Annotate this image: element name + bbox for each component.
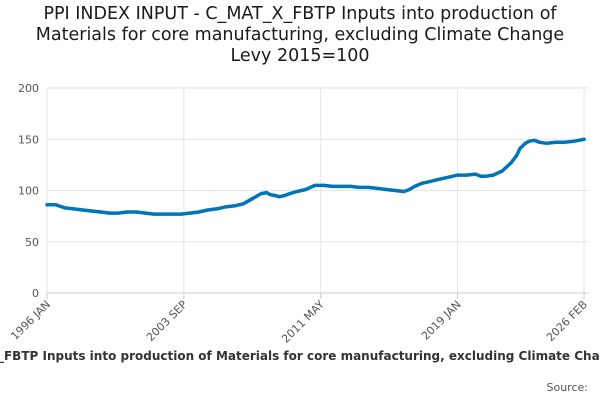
data-point[interactable] <box>339 184 344 188</box>
data-point[interactable] <box>125 210 129 214</box>
data-point[interactable] <box>509 161 513 165</box>
chart-title: PPI INDEX INPUT - C_MAT_X_FBTP Inputs in… <box>0 4 600 67</box>
data-point[interactable] <box>45 203 49 207</box>
data-point[interactable] <box>259 192 263 196</box>
data-point[interactable] <box>265 191 269 195</box>
data-point[interactable] <box>273 194 278 198</box>
data-point[interactable] <box>197 210 201 214</box>
data-point[interactable] <box>206 208 210 212</box>
data-point[interactable] <box>179 212 183 216</box>
x-tick-label: 2003 SEP <box>144 298 190 344</box>
chart-title-line-1: PPI INDEX INPUT - C_MAT_X_FBTP Inputs in… <box>43 4 557 24</box>
data-point[interactable] <box>554 140 558 144</box>
data-point[interactable] <box>447 175 451 179</box>
y-tick-label: 0 <box>32 287 39 300</box>
gridlines <box>46 87 588 293</box>
data-point[interactable] <box>63 206 67 210</box>
x-tick-label: 2011 MAY <box>279 298 327 346</box>
x-tick-label: 1996 JAN <box>8 298 53 343</box>
data-point[interactable] <box>152 212 156 216</box>
data-point[interactable] <box>545 141 549 145</box>
data-point[interactable] <box>268 193 272 197</box>
data-point[interactable] <box>532 138 536 142</box>
data-point[interactable] <box>313 183 317 187</box>
source-label: Source: <box>546 381 589 394</box>
data-point[interactable] <box>54 203 58 207</box>
data-point[interactable] <box>107 211 112 215</box>
data-point[interactable] <box>479 174 483 178</box>
y-tick-label: 100 <box>18 185 39 198</box>
data-point[interactable] <box>134 210 138 214</box>
data-point[interactable] <box>473 172 477 176</box>
y-tick-label: 50 <box>25 236 39 249</box>
legend-label[interactable]: C_MAT_X_FBTP Inputs into production of M… <box>0 349 600 363</box>
data-point[interactable] <box>514 154 519 158</box>
data-point[interactable] <box>161 212 165 216</box>
data-point[interactable] <box>518 146 522 151</box>
data-point[interactable] <box>413 184 417 188</box>
data-point[interactable] <box>277 195 281 199</box>
data-point[interactable] <box>438 177 442 181</box>
data-point[interactable] <box>456 173 460 177</box>
data-point[interactable] <box>527 139 531 143</box>
source-note: Source: <box>547 381 589 394</box>
data-point[interactable] <box>491 173 495 177</box>
data-point[interactable] <box>282 194 286 198</box>
data-point[interactable] <box>523 141 528 145</box>
x-axis: 1996 JAN 2003 SEP 2011 MAY 2019 JAN 2026 FEB <box>8 292 590 346</box>
data-point[interactable] <box>464 173 469 177</box>
data-point[interactable] <box>223 205 228 209</box>
data-point[interactable] <box>72 207 76 211</box>
data-point[interactable] <box>322 183 326 187</box>
data-point[interactable] <box>500 169 504 173</box>
data-point[interactable] <box>232 204 236 208</box>
data-point[interactable] <box>99 210 103 214</box>
chart-title-line-3: Levy 2015=100 <box>230 46 370 66</box>
data-point[interactable] <box>563 140 567 144</box>
data-point[interactable] <box>143 211 147 215</box>
data-point[interactable] <box>484 174 488 178</box>
y-tick-label: 150 <box>18 133 39 146</box>
y-tick-label: 200 <box>18 82 39 95</box>
legend[interactable]: C_MAT_X_FBTP Inputs into production of M… <box>0 349 600 369</box>
y-axis: 0 50 100 150 200 <box>18 82 39 300</box>
data-point[interactable] <box>170 212 174 216</box>
data-point[interactable] <box>420 181 424 185</box>
data-point[interactable] <box>429 179 433 183</box>
chart-title-line-2: Materials for core manufacturing, exclud… <box>35 25 565 45</box>
data-point[interactable] <box>384 187 388 192</box>
data-point[interactable] <box>538 140 542 144</box>
series-layer <box>45 137 586 216</box>
data-point[interactable] <box>295 189 299 194</box>
x-tick-label: 2026 FEB <box>544 298 590 344</box>
data-point[interactable] <box>375 186 379 190</box>
data-point[interactable] <box>116 211 120 215</box>
data-point[interactable] <box>304 187 308 192</box>
data-point[interactable] <box>572 139 576 143</box>
data-point[interactable] <box>90 209 94 213</box>
data-point[interactable] <box>188 211 192 215</box>
data-point[interactable] <box>393 188 397 193</box>
data-point[interactable] <box>357 185 361 189</box>
data-point[interactable] <box>250 197 254 201</box>
data-point[interactable] <box>366 185 370 189</box>
data-point[interactable] <box>215 207 219 211</box>
series-line[interactable] <box>45 137 586 216</box>
data-point[interactable] <box>288 192 292 196</box>
data-point[interactable] <box>402 189 406 194</box>
data-point[interactable] <box>348 184 353 188</box>
x-tick-label: 2019 JAN <box>419 298 464 343</box>
data-point[interactable] <box>241 202 245 206</box>
data-point[interactable] <box>407 187 411 192</box>
data-point[interactable] <box>81 208 85 212</box>
data-point[interactable] <box>582 137 586 141</box>
data-point[interactable] <box>331 184 335 188</box>
